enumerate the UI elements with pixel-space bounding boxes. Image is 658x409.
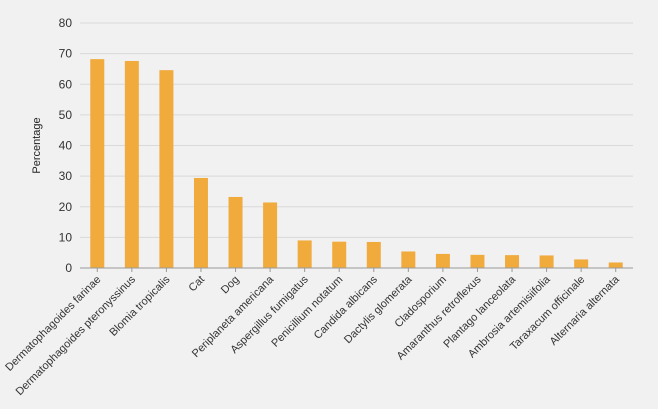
bar	[435, 253, 450, 268]
bar	[228, 196, 243, 268]
y-tick-label: 60	[59, 77, 73, 91]
x-axis-labels: Dermatophagoides farinaeDermatophagoides…	[3, 268, 622, 398]
x-category-label: Cat	[186, 274, 207, 295]
bar	[505, 255, 520, 268]
bar	[90, 59, 105, 269]
bar	[574, 259, 589, 268]
x-category-label: Blomia tropicalis	[107, 273, 172, 338]
y-tick-label: 80	[59, 16, 73, 30]
bar	[193, 177, 208, 268]
y-tick-label: 20	[59, 200, 73, 214]
y-tick-label: 10	[59, 230, 73, 244]
bar	[159, 70, 174, 268]
x-category-label: Dog	[219, 274, 242, 297]
bar	[332, 241, 347, 268]
bar	[470, 254, 485, 268]
bars	[90, 59, 623, 269]
bar	[608, 262, 623, 268]
y-tick-label: 30	[59, 169, 73, 183]
y-axis-title: Percentage	[31, 117, 43, 173]
bar	[366, 241, 381, 268]
y-tick-label: 0	[65, 261, 72, 275]
bar	[263, 202, 278, 268]
bar	[124, 60, 139, 268]
bar	[401, 251, 416, 268]
y-axis-ticks: 0 10 20 30 40 50 60 70 80	[59, 16, 73, 275]
y-tick-label: 50	[59, 108, 73, 122]
bar	[297, 240, 312, 268]
y-tick-label: 70	[59, 47, 73, 61]
x-category-label: Candida albicans	[312, 273, 381, 342]
y-tick-label: 40	[59, 139, 73, 153]
bar	[539, 255, 554, 268]
